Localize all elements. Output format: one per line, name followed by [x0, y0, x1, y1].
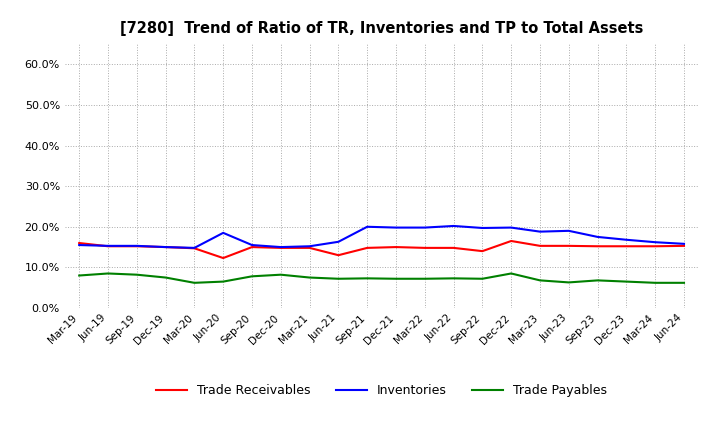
Trade Receivables	[276, 245, 285, 250]
Inventories	[104, 243, 112, 249]
Trade Payables	[75, 273, 84, 278]
Trade Receivables	[622, 244, 631, 249]
Line: Trade Receivables: Trade Receivables	[79, 241, 684, 258]
Trade Receivables	[651, 244, 660, 249]
Trade Receivables	[680, 243, 688, 249]
Inventories	[219, 230, 228, 235]
Trade Payables	[507, 271, 516, 276]
Inventories	[478, 225, 487, 231]
Inventories	[363, 224, 372, 229]
Inventories	[392, 225, 400, 230]
Trade Payables	[593, 278, 602, 283]
Inventories	[161, 245, 170, 250]
Trade Receivables	[104, 244, 112, 249]
Trade Receivables	[334, 253, 343, 258]
Inventories	[276, 245, 285, 250]
Trade Receivables	[75, 240, 84, 246]
Inventories	[132, 243, 141, 249]
Inventories	[564, 228, 573, 234]
Trade Receivables	[219, 255, 228, 260]
Trade Payables	[219, 279, 228, 284]
Line: Inventories: Inventories	[79, 226, 684, 248]
Trade Payables	[132, 272, 141, 277]
Trade Receivables	[593, 244, 602, 249]
Trade Receivables	[420, 245, 429, 250]
Inventories	[248, 242, 256, 248]
Inventories	[593, 234, 602, 239]
Trade Receivables	[248, 245, 256, 250]
Trade Payables	[248, 274, 256, 279]
Trade Payables	[104, 271, 112, 276]
Trade Receivables	[305, 245, 314, 250]
Trade Receivables	[449, 245, 458, 250]
Title: [7280]  Trend of Ratio of TR, Inventories and TP to Total Assets: [7280] Trend of Ratio of TR, Inventories…	[120, 21, 643, 36]
Trade Payables	[161, 275, 170, 280]
Trade Receivables	[190, 246, 199, 251]
Trade Payables	[190, 280, 199, 286]
Trade Payables	[276, 272, 285, 277]
Inventories	[334, 239, 343, 245]
Trade Receivables	[392, 245, 400, 250]
Trade Receivables	[536, 243, 544, 249]
Trade Receivables	[363, 245, 372, 250]
Inventories	[507, 225, 516, 230]
Trade Receivables	[564, 243, 573, 249]
Legend: Trade Receivables, Inventories, Trade Payables: Trade Receivables, Inventories, Trade Pa…	[151, 379, 612, 402]
Trade Payables	[680, 280, 688, 286]
Inventories	[190, 245, 199, 250]
Line: Trade Payables: Trade Payables	[79, 274, 684, 283]
Trade Receivables	[478, 249, 487, 254]
Inventories	[449, 224, 458, 229]
Inventories	[622, 237, 631, 242]
Trade Payables	[651, 280, 660, 286]
Trade Receivables	[132, 244, 141, 249]
Inventories	[680, 241, 688, 246]
Inventories	[75, 242, 84, 248]
Inventories	[651, 239, 660, 245]
Trade Payables	[536, 278, 544, 283]
Trade Receivables	[161, 245, 170, 250]
Trade Payables	[449, 276, 458, 281]
Trade Payables	[478, 276, 487, 282]
Trade Payables	[305, 275, 314, 280]
Trade Payables	[622, 279, 631, 284]
Inventories	[536, 229, 544, 234]
Trade Payables	[392, 276, 400, 282]
Trade Receivables	[507, 238, 516, 244]
Trade Payables	[420, 276, 429, 282]
Trade Payables	[564, 280, 573, 285]
Trade Payables	[363, 276, 372, 281]
Inventories	[420, 225, 429, 230]
Inventories	[305, 244, 314, 249]
Trade Payables	[334, 276, 343, 282]
